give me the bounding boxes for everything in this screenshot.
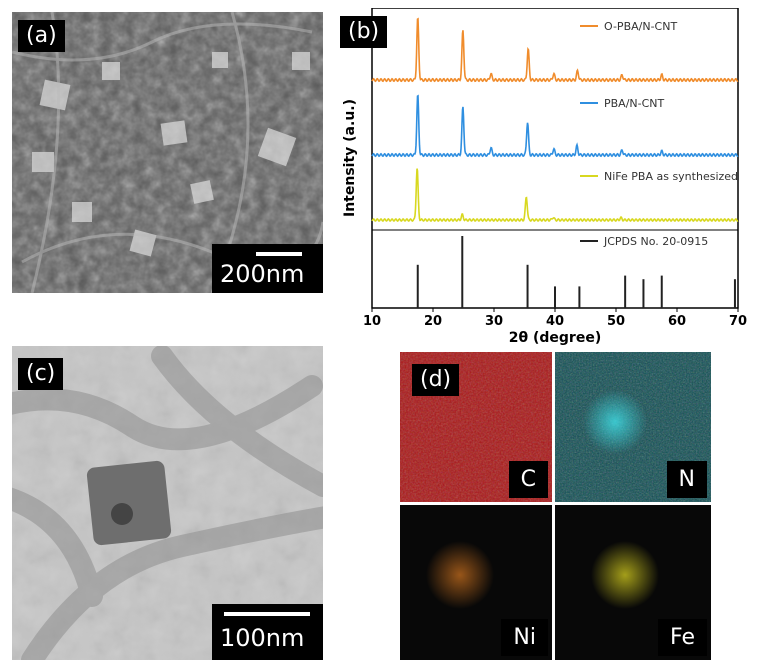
xrd-chart-panel: O-PBA/N-CNT PBA/N-CNT NiFe PBA as synthesi… <box>332 8 758 348</box>
x-tick-label: 50 <box>607 314 625 329</box>
legend-label: O-PBA/N-CNT <box>604 20 677 33</box>
scale-bar <box>224 612 310 616</box>
eds-map-iron: Fe <box>555 505 711 660</box>
plot-frame <box>371 8 739 309</box>
xrd-series-line <box>371 17 739 83</box>
scale-bar-box: 200nm <box>212 244 323 293</box>
scale-bar <box>256 252 302 256</box>
y-axis-title: Intensity (a.u.) <box>342 99 358 217</box>
element-label: C <box>508 461 548 498</box>
legend-label: NiFe PBA as synthesized <box>604 170 738 183</box>
xrd-chart: O-PBA/N-CNT PBA/N-CNT NiFe PBA as synthesi… <box>342 8 747 346</box>
scale-bar-label: 100nm <box>220 624 305 652</box>
eds-map-panel: C N Ni Fe (d) <box>400 352 711 660</box>
tem-image-panel: (c) 100nm <box>12 346 323 660</box>
panel-d-label: (d) <box>412 364 460 396</box>
panel-c-label: (c) <box>18 358 64 390</box>
xrd-series-line <box>371 94 739 158</box>
x-tick-label: 10 <box>363 314 381 329</box>
element-label: N <box>666 461 707 498</box>
sem-image-panel: (a) 200nm <box>12 12 323 293</box>
xrd-series-line <box>371 168 739 222</box>
legend-label: JCPDS No. 20-0915 <box>603 235 708 248</box>
x-axis-title: 2θ (degree) <box>509 330 601 346</box>
legend-label: PBA/N-CNT <box>604 97 665 110</box>
x-tick-label: 60 <box>668 314 686 329</box>
scale-bar-box: 100nm <box>212 604 323 660</box>
tem-micrograph <box>12 346 323 660</box>
eds-map-nickel: Ni <box>400 505 552 660</box>
scale-bar-label: 200nm <box>220 260 305 288</box>
element-label: Fe <box>658 619 707 656</box>
panel-a-label: (a) <box>18 20 65 52</box>
eds-map-carbon: C <box>400 352 552 502</box>
eds-map-nitrogen: N <box>555 352 711 502</box>
x-tick-label: 40 <box>546 314 564 329</box>
element-label: Ni <box>501 619 548 656</box>
x-tick-label: 70 <box>729 314 747 329</box>
sem-micrograph <box>12 12 323 293</box>
x-tick-label: 20 <box>424 314 442 329</box>
x-tick-label: 30 <box>485 314 503 329</box>
panel-b-label: (b) <box>340 16 388 48</box>
